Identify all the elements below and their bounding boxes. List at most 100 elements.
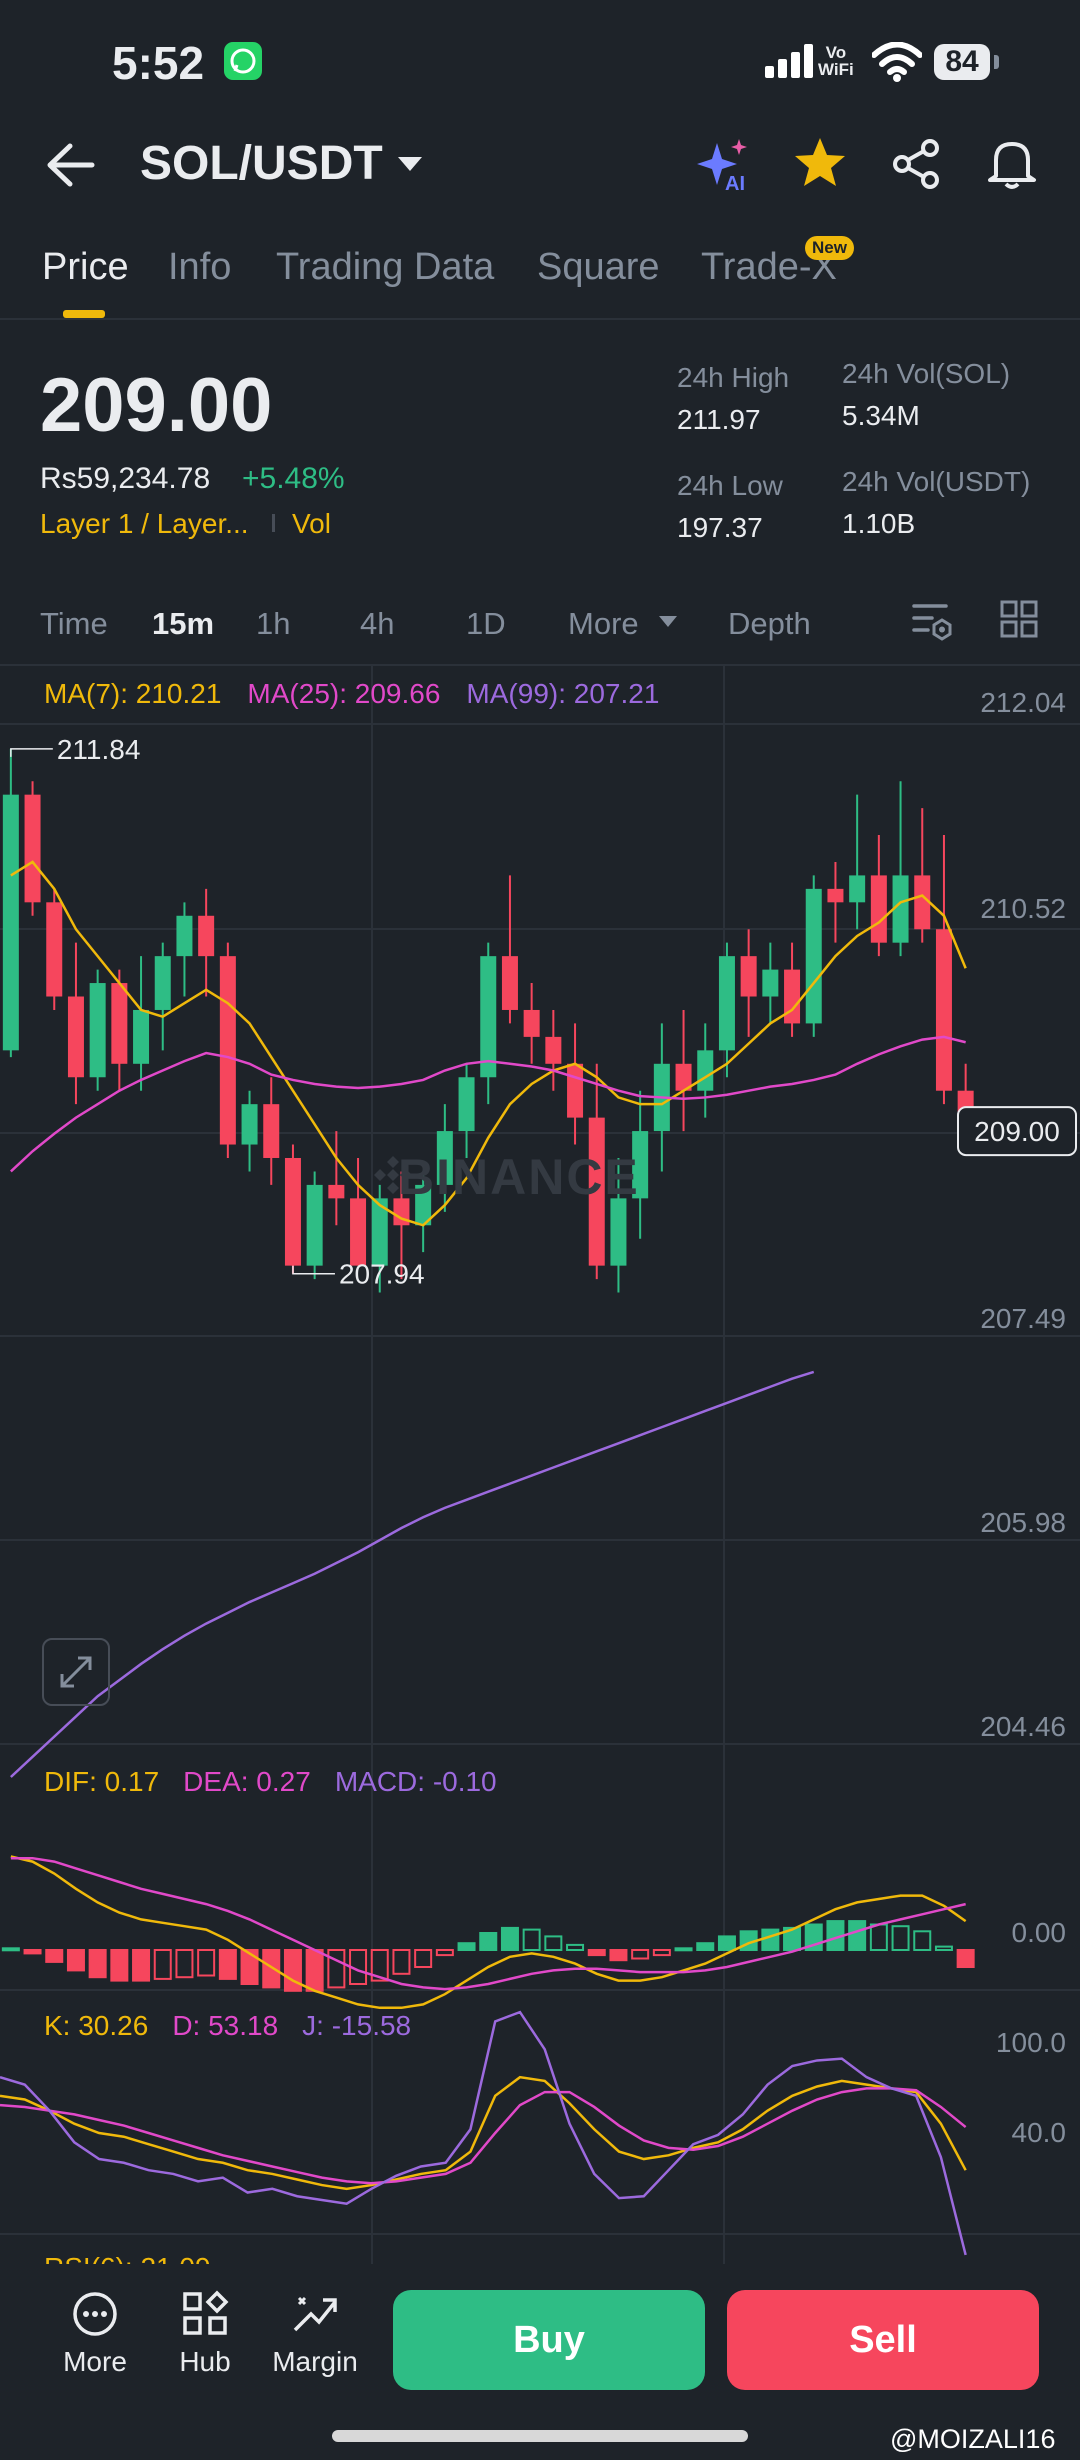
chevron-down-icon[interactable]	[658, 615, 678, 629]
candle-body	[67, 996, 84, 1078]
j-line	[0, 2010, 967, 2256]
layout-grid-icon[interactable]	[1000, 600, 1038, 638]
last-price-tag-box	[957, 1106, 1077, 1157]
kdj-axis-label: 100.0	[996, 2027, 1066, 2058]
vol-base-value: 5.34M	[842, 400, 920, 431]
macd-histogram-bar	[522, 1928, 541, 1951]
macd-histogram-bar	[45, 1949, 64, 1963]
ma99-value: MA(99): 207.21	[466, 678, 660, 709]
tab-price[interactable]: Price	[42, 246, 129, 288]
candle-body	[827, 888, 844, 903]
macd-histogram-bar	[66, 1949, 85, 1972]
macd-histogram-bar	[913, 1930, 932, 1952]
pair-selector[interactable]: SOL/USDT	[140, 137, 383, 190]
d-value: D: 53.18	[172, 2010, 279, 2041]
candle-body	[46, 902, 63, 997]
tab-square[interactable]: Square	[537, 246, 660, 288]
hub-button[interactable]: Hub	[150, 2290, 260, 2378]
margin-icon	[293, 2296, 337, 2332]
dif-line	[10, 1855, 967, 2010]
k-line	[0, 2075, 967, 2191]
candle-body	[632, 1131, 649, 1199]
interval-1d[interactable]: 1D	[466, 606, 506, 641]
ma7-line	[10, 860, 967, 1227]
kdj-axis-label: 40.0	[1012, 2117, 1067, 2148]
buy-button[interactable]: Buy	[393, 2290, 705, 2390]
candlestick-chart[interactable]: 212.04 210.52 207.49 205.98 204.46 0.00 100.0 4…	[0, 664, 1080, 2264]
interval-1h[interactable]: 1h	[256, 606, 291, 641]
macd-histogram-bar	[327, 1949, 346, 1989]
back-arrow-icon[interactable]	[40, 140, 100, 190]
expand-chart-button[interactable]	[42, 1638, 110, 1706]
macd-histogram-bar	[500, 1926, 519, 1952]
dea-value: DEA: 0.27	[183, 1766, 311, 1797]
whatsapp-notification-icon	[224, 42, 262, 80]
sector-tag[interactable]: Layer 1 / Layer...	[40, 508, 249, 539]
ma99-line	[9, 1370, 815, 1778]
last-price: 209.00	[40, 363, 273, 448]
candle-body	[284, 1157, 301, 1266]
candle-body	[740, 956, 757, 997]
interval-more[interactable]: More	[568, 606, 639, 641]
kdj-legend: K: 30.26 D: 53.18 J: -15.58	[44, 2010, 435, 2042]
macd-axis-label: 0.00	[1012, 1917, 1067, 1948]
interval-time[interactable]: Time	[40, 606, 108, 641]
macd-histogram-bar	[717, 1935, 736, 1952]
interval-15m[interactable]: 15m	[152, 606, 215, 641]
low-marker-label: 207.94	[339, 1259, 425, 1290]
binance-logo-icon	[374, 1156, 412, 1194]
macd-histogram-bar	[609, 1949, 628, 1962]
candle-body	[458, 1077, 475, 1132]
macd-histogram-bar	[457, 1942, 476, 1951]
bell-icon[interactable]	[984, 134, 1040, 192]
candle-body	[588, 1117, 605, 1266]
macd-histogram-bar	[414, 1949, 433, 1968]
fiat-price: Rs59,234.78	[40, 462, 211, 495]
ai-sparkle-icon[interactable]: AI	[695, 135, 755, 195]
margin-button[interactable]: Margin	[260, 2290, 370, 2378]
macd-histogram-bar	[652, 1949, 671, 1957]
interval-depth[interactable]: Depth	[728, 606, 811, 641]
more-button[interactable]: More	[40, 2290, 150, 2378]
macd-histogram-bar	[479, 1932, 498, 1951]
macd-histogram-bar	[175, 1949, 194, 1979]
macd-histogram-bar	[1, 1947, 20, 1952]
tab-trading-data[interactable]: Trading Data	[276, 246, 495, 288]
screenshot-credit: @MOIZALI16	[890, 2424, 1056, 2454]
candle-body	[610, 1198, 627, 1266]
macd-histogram-bar	[240, 1949, 259, 1985]
vol-quote-label: 24h Vol(USDT)	[842, 466, 1031, 497]
candle-body	[436, 1131, 453, 1185]
battery-tip	[994, 55, 999, 69]
ma-legend: MA(7): 210.21 MA(25): 209.66 MA(99): 207.2…	[44, 678, 685, 710]
candle-body	[501, 956, 518, 1010]
exchange-watermark: BINANCE	[398, 1149, 640, 1205]
tab-info[interactable]: Info	[168, 246, 232, 288]
low-marker-line	[292, 1265, 335, 1275]
tabs-divider	[0, 318, 1080, 320]
candle-body	[784, 969, 801, 1024]
candle-body	[24, 794, 41, 903]
sell-button[interactable]: Sell	[727, 2290, 1039, 2390]
ma-lines	[9, 860, 967, 1227]
interval-4h[interactable]: 4h	[360, 606, 395, 641]
candle-body	[133, 1009, 150, 1064]
signal-icon	[765, 44, 813, 78]
chart-settings-icon[interactable]	[910, 598, 954, 644]
candle-body	[892, 875, 909, 943]
star-icon[interactable]	[792, 135, 848, 191]
high-marker-line	[10, 748, 53, 757]
macd-histogram-bar	[392, 1949, 411, 1975]
candle-body	[350, 1198, 367, 1266]
macd-histogram-bar	[435, 1949, 454, 1957]
share-icon[interactable]	[888, 136, 944, 192]
vol-tag[interactable]: Vol	[292, 508, 331, 539]
candle-body	[697, 1050, 714, 1091]
macd-histogram-bar	[153, 1949, 172, 1980]
chevron-down-icon[interactable]	[396, 155, 424, 173]
macd-histogram-bar	[783, 1926, 802, 1952]
price-axis-label: 204.46	[980, 1711, 1066, 1742]
home-indicator[interactable]	[332, 2430, 748, 2442]
candle-body	[675, 1063, 692, 1091]
candle-body	[545, 1036, 562, 1064]
